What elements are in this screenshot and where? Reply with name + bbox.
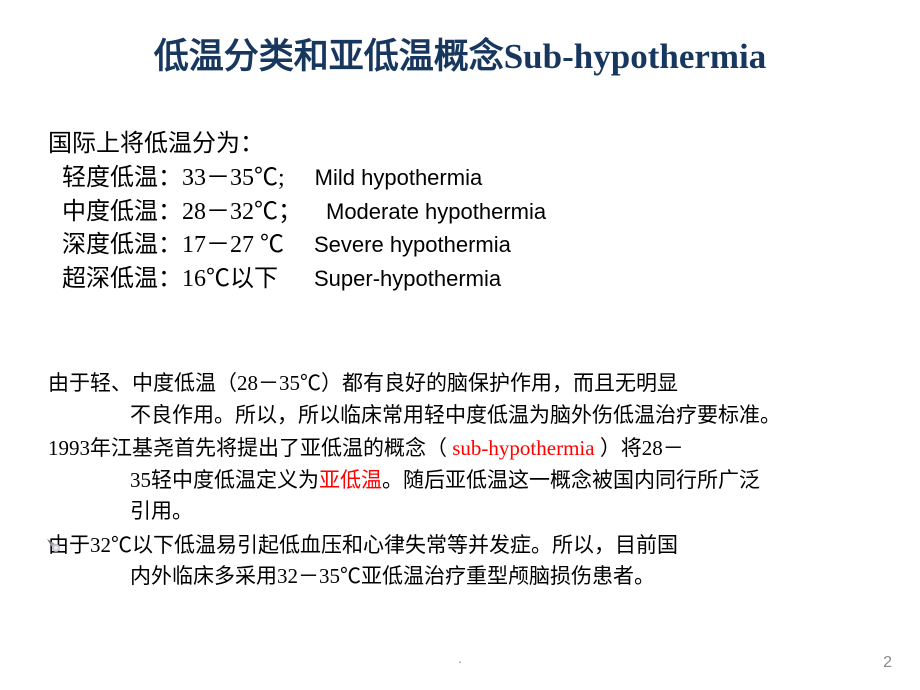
para2-red-term: sub-hypothermia xyxy=(452,436,594,460)
classification-row: 超深低温：16℃以下 Super-hypothermia xyxy=(48,263,872,297)
row-sep xyxy=(284,232,314,258)
row-english: Mild hypothermia xyxy=(315,165,483,190)
row-sep xyxy=(278,266,314,292)
para3-line2: 内外临床多采用32－35℃亚低温治疗重型颅脑损伤患者。 xyxy=(74,561,872,593)
para2-line3: 引用。 xyxy=(74,496,872,528)
row-label: 超深低温： xyxy=(62,266,182,292)
page-number: 2 xyxy=(883,654,892,672)
para2-red-term2: 亚低温 xyxy=(319,468,382,492)
row-english: Super-hypothermia xyxy=(314,266,501,291)
row-range: 16℃以下 xyxy=(182,266,278,292)
row-range: 17－27 ℃ xyxy=(182,232,284,258)
row-label: 轻度低温： xyxy=(62,165,182,191)
para2-line2: 35轻中度低温定义为亚低温。随后亚低温这一概念被国内同行所广泛 xyxy=(74,465,872,497)
para2-line2b: 。随后亚低温这一概念被国内同行所广泛 xyxy=(382,468,760,492)
slide: 低温分类和亚低温概念Sub-hypothermia 国际上将低温分为： 轻度低温… xyxy=(0,0,920,690)
row-range: 33－35℃ xyxy=(182,165,278,191)
row-english: Moderate hypothermia xyxy=(326,199,546,224)
paragraph-2: 1993年江基尧首先将提出了亚低温的概念（ sub-hypothermia ）将… xyxy=(48,433,872,528)
para2-pre: 1993年江基尧首先将提出了亚低温的概念（ xyxy=(48,436,452,460)
para1-line2: 不良作用。所以，所以临床常用轻中度低温为脑外伤低温治疗要标准。 xyxy=(74,400,872,432)
row-label: 中度低温： xyxy=(62,199,182,225)
intro-line: 国际上将低温分为： xyxy=(48,123,872,158)
para3-line1: 由于32℃以下低温易引起低血压和心律失常等并发症。所以，目前国 xyxy=(48,533,678,557)
classification-row: 轻度低温：33－35℃; Mild hypothermia xyxy=(48,162,872,196)
footer-mark: . xyxy=(458,652,462,668)
spacer xyxy=(48,296,872,368)
row-label: 深度低温： xyxy=(62,232,182,258)
row-sep: ; xyxy=(278,165,315,191)
para2-line2a: 35轻中度低温定义为 xyxy=(130,468,319,492)
para1-line1: 由于轻、中度低温（28－35℃）都有良好的脑保护作用，而且无明显 xyxy=(48,371,678,395)
classification-row: 深度低温：17－27 ℃ Severe hypothermia xyxy=(48,229,872,263)
classification-row: 中度低温：28－32℃； Moderate hypothermia xyxy=(48,196,872,230)
row-range: 28－32℃ xyxy=(182,199,278,225)
row-sep: ； xyxy=(278,199,326,225)
para2-mid: ）将28－ xyxy=(595,436,684,460)
comet-bullet-icon xyxy=(46,538,60,552)
paragraph-1: 由于轻、中度低温（28－35℃）都有良好的脑保护作用，而且无明显 不良作用。所以… xyxy=(48,368,872,431)
paragraph-3: 由于32℃以下低温易引起低血压和心律失常等并发症。所以，目前国 内外临床多采用3… xyxy=(48,530,872,593)
row-english: Severe hypothermia xyxy=(314,232,511,257)
slide-title: 低温分类和亚低温概念Sub-hypothermia xyxy=(48,28,872,79)
